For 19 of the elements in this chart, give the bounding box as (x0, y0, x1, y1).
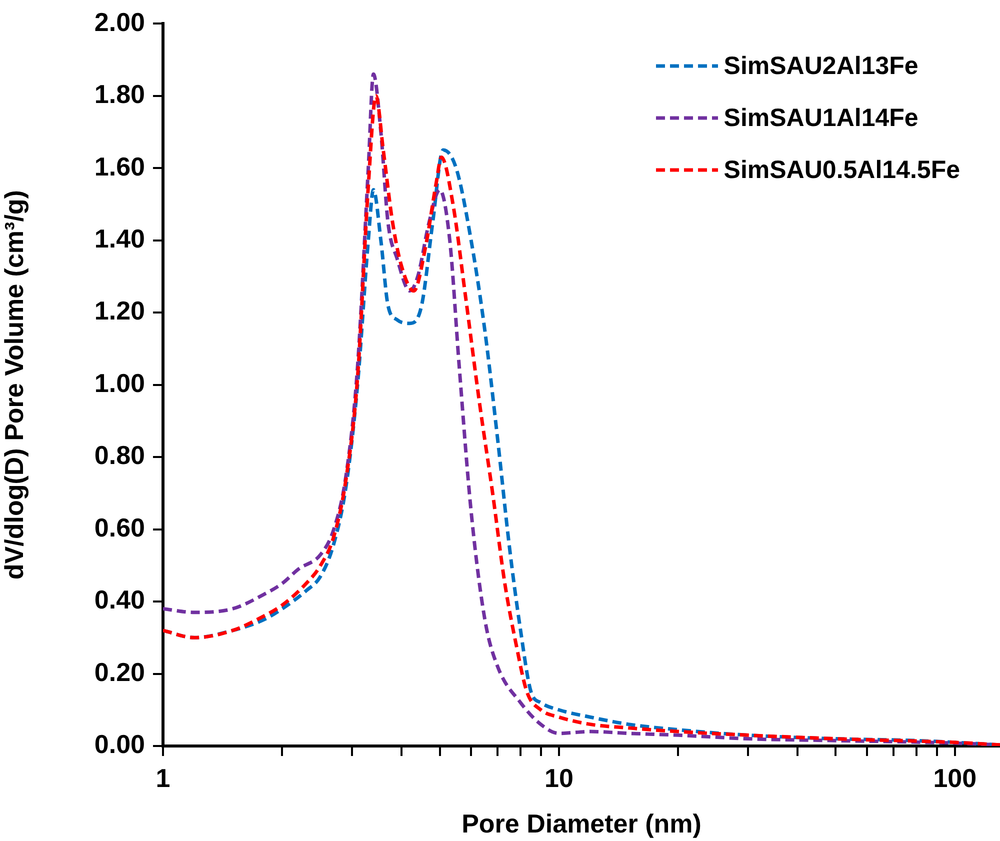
y-tick-label: 1.20 (94, 296, 145, 326)
y-tick-label: 2.00 (94, 6, 145, 37)
y-tick-label: 0.00 (94, 729, 145, 760)
legend-label: SimSAU2Al13Fe (724, 52, 918, 80)
x-tick-label: 100 (933, 762, 977, 793)
legend-label: SimSAU1Al14Fe (724, 104, 918, 132)
x-tick-label: 1 (156, 762, 170, 793)
y-tick-label: 1.60 (94, 151, 145, 182)
x-axis-title: Pore Diameter (nm) (462, 808, 702, 839)
y-axis-title: dV/dlog(D) Pore Volume (cm³/g) (0, 190, 29, 580)
x-tick-label: 10 (544, 762, 574, 793)
y-tick-label: 1.00 (94, 368, 145, 398)
y-tick-label: 1.80 (94, 79, 145, 110)
y-tick-label: 0.40 (94, 584, 145, 615)
y-tick-label: 0.60 (94, 512, 145, 542)
y-tick-label: 0.80 (94, 440, 145, 470)
y-tick-label: 1.40 (94, 223, 145, 254)
y-tick-label: 0.20 (94, 656, 145, 687)
legend-label: SimSAU0.5Al14.5Fe (724, 156, 960, 184)
